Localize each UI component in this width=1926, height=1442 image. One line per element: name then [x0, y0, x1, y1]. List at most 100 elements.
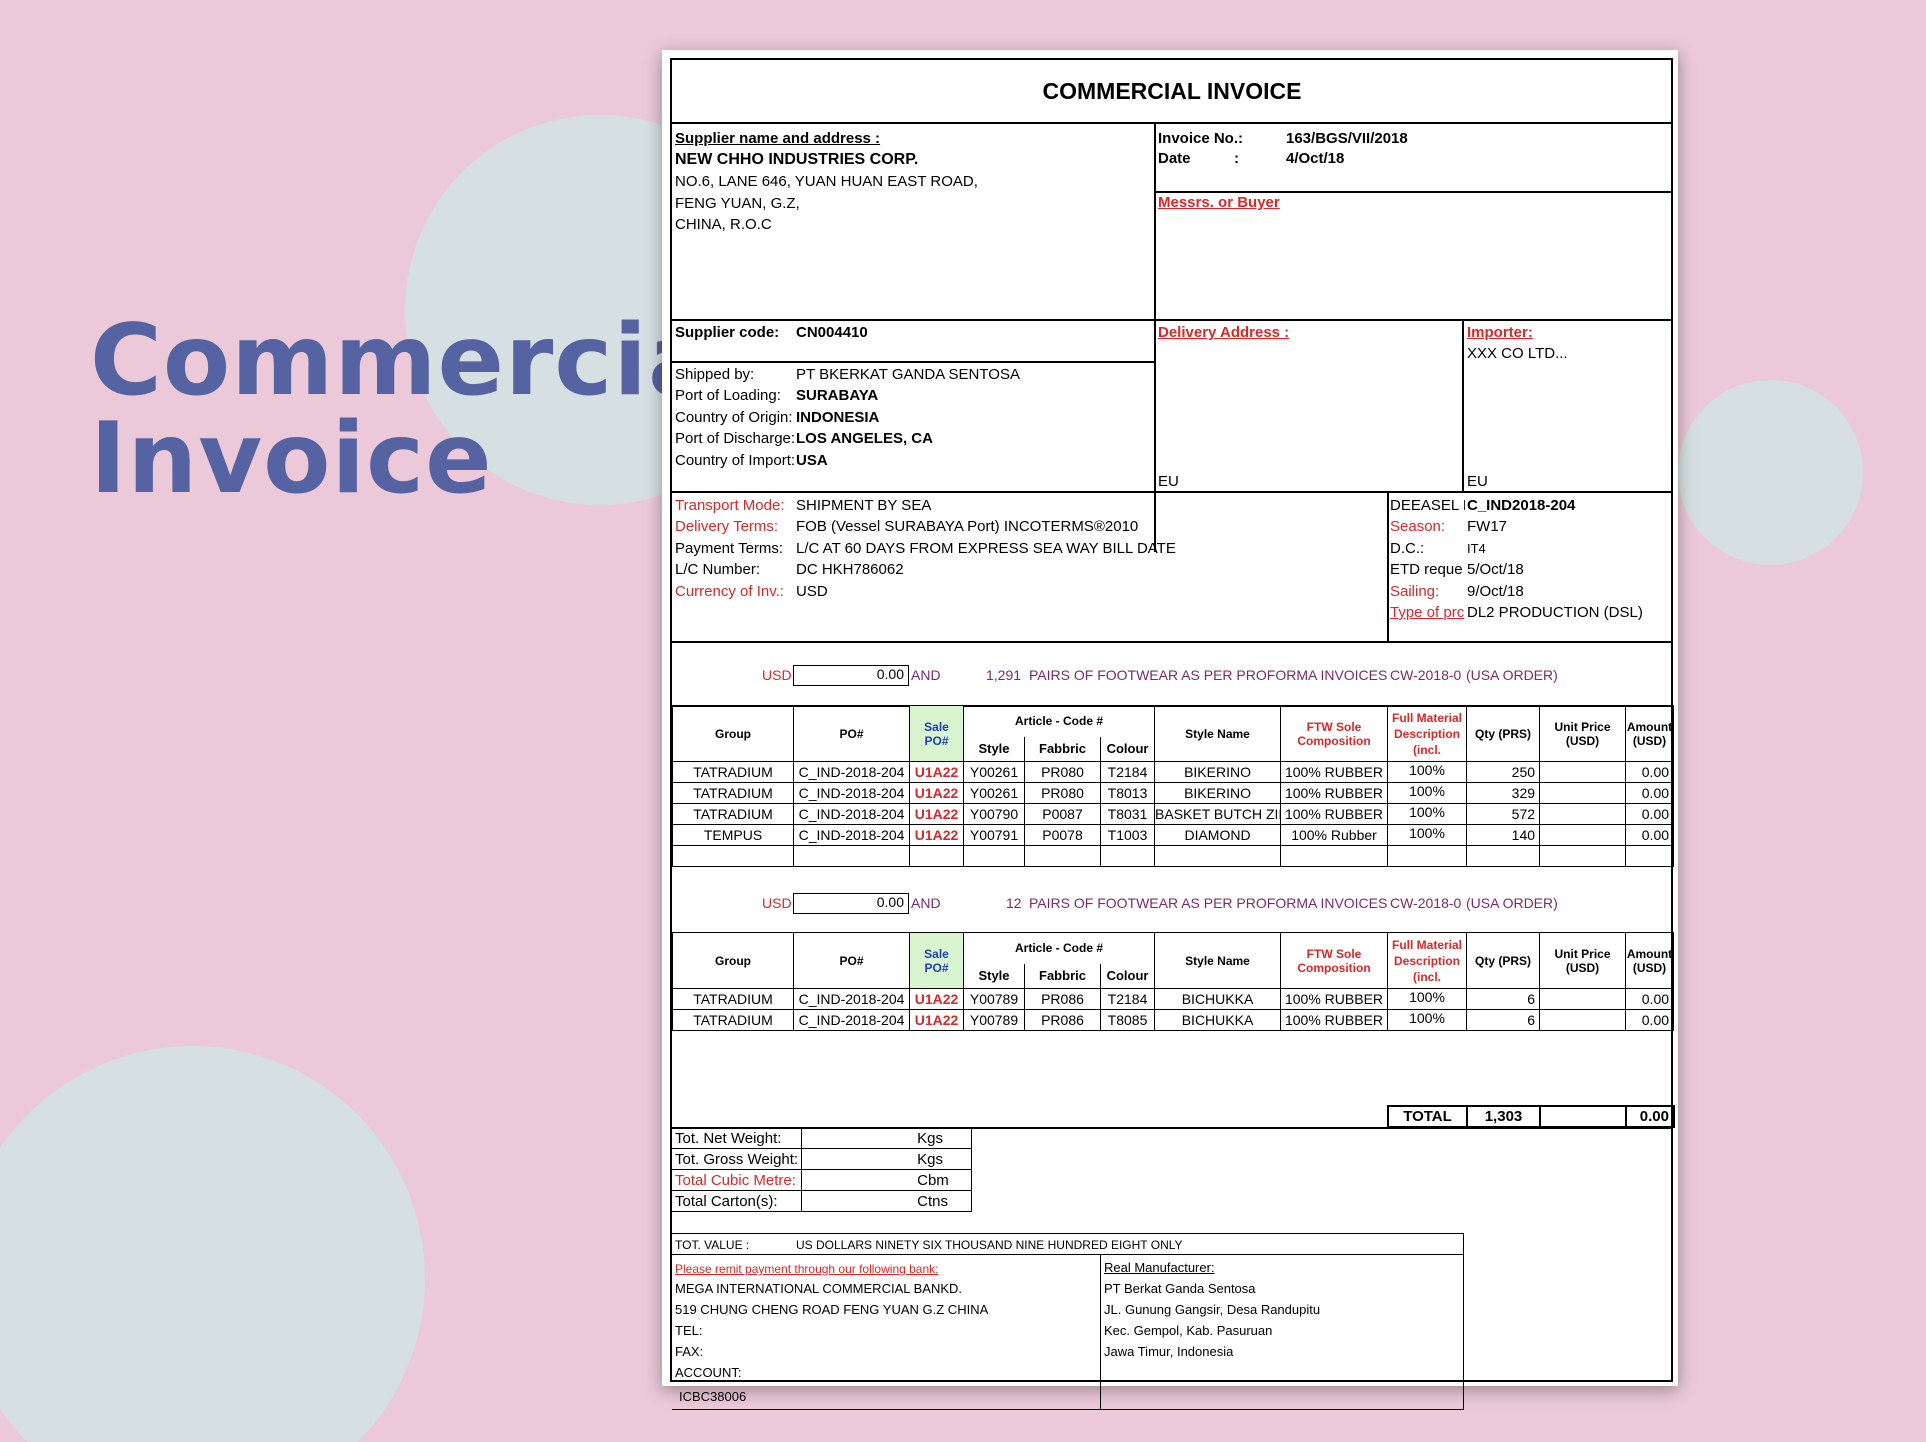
cell-po: C_IND-2018-204	[793, 824, 910, 846]
cell-unit-price	[1539, 988, 1627, 1010]
header-po: PO#	[793, 932, 910, 989]
cell-empty	[1154, 845, 1282, 867]
cell-qty: 6	[1466, 988, 1541, 1010]
cell-po: C_IND-2018-204	[793, 1009, 910, 1031]
buyer-label: Messrs. or Buyer	[1158, 194, 1280, 211]
header-amount: Amount (USD)	[1625, 932, 1675, 989]
cell-sole: 100% RUBBER	[1280, 761, 1389, 783]
weight-label: Tot. Net Weight:	[672, 1127, 803, 1149]
invoice-date: 4/Oct/18	[1286, 150, 1345, 167]
date-colon: :	[1234, 150, 1239, 167]
divider	[672, 361, 1154, 363]
table-row: TATRADIUM C_IND-2018-204 U1A22 Y00790 P0087 T…	[672, 803, 1675, 825]
divider	[672, 122, 1672, 124]
importer-label: Importer:	[1467, 324, 1533, 341]
cell-style-name: BIKERINO	[1154, 782, 1282, 804]
header-article-code: Article - Code #	[962, 932, 1156, 964]
table-row: TEMPUS C_IND-2018-204 U1A22 Y00791 P0078 T100…	[672, 824, 1675, 846]
manufacturer-name: PT Berkat Ganda Sentosa	[1104, 1281, 1256, 1296]
bank-manufacturer-box	[672, 1255, 1464, 1410]
table-row: TATRADIUM C_IND-2018-204 U1A22 Y00261 PR080 T…	[672, 782, 1675, 804]
cell-sale-po: U1A22	[909, 824, 964, 846]
cell-empty	[1280, 845, 1389, 867]
sailing-value: 9/Oct/18	[1467, 583, 1524, 600]
manufacturer-address-1: JL. Gunung Gangsir, Desa Randupitu	[1104, 1302, 1321, 1317]
cell-style: Y00261	[963, 761, 1025, 783]
cell-fabric: PR086	[1024, 988, 1101, 1010]
divider	[1154, 122, 1156, 552]
cell-qty: 6	[1466, 1009, 1541, 1031]
currency: USD	[796, 583, 828, 600]
divider	[672, 641, 1672, 643]
supplier-code-label: Supplier code:	[675, 324, 780, 341]
cell-colour: T2184	[1099, 988, 1156, 1010]
cell-material: 100%	[1387, 1009, 1468, 1031]
cell-group: TATRADIUM	[672, 782, 794, 804]
lc-number-label: L/C Number:	[675, 561, 761, 578]
cell-empty	[909, 845, 964, 867]
dc-label: D.C.:	[1390, 540, 1425, 557]
weight-unit: Ctns	[801, 1190, 973, 1212]
country-of-origin: INDONESIA	[796, 409, 880, 426]
cell-empty	[793, 845, 910, 867]
header-unit-price: Unit Price (USD)	[1539, 705, 1627, 762]
cell-style: Y00790	[963, 803, 1025, 825]
cell-style: Y00789	[963, 988, 1025, 1010]
section1-and: AND	[911, 667, 941, 683]
cell-sale-po: U1A22	[909, 782, 964, 804]
cell-po: C_IND-2018-204	[793, 988, 910, 1010]
bank-address: 519 CHUNG CHENG ROAD FENG YUAN G.Z CHINA	[675, 1302, 989, 1317]
cell-style-name: BIKERINO	[1154, 761, 1282, 783]
total-value: US DOLLARS NINETY SIX THOUSAND NINE HUND…	[796, 1238, 1183, 1252]
header-style-name: Style Name	[1154, 705, 1282, 762]
divider	[1387, 491, 1389, 641]
items-table-1-body: TATRADIUM C_IND-2018-204 U1A22 Y00261 PR080 T…	[672, 761, 1675, 867]
supplier-code: CN004410	[796, 324, 868, 341]
header-po: PO#	[793, 705, 910, 762]
cell-group: TATRADIUM	[672, 803, 794, 825]
country-of-import: USA	[796, 452, 828, 469]
weight-row: Tot. Gross Weight: Kgs	[672, 1148, 973, 1170]
decor-circle-bottom	[0, 1046, 425, 1442]
lc-number: DC HKH786062	[796, 561, 904, 578]
cell-unit-price	[1539, 824, 1627, 846]
header-ftw-sole: FTW Sole Composition	[1280, 932, 1389, 989]
total-amount: 0.00	[1625, 1105, 1675, 1128]
cell-sole: 100% RUBBER	[1280, 803, 1389, 825]
invoice-title: COMMERCIAL INVOICE	[1042, 78, 1302, 104]
cell-colour: T8085	[1099, 1009, 1156, 1031]
header-amount: Amount (USD)	[1625, 705, 1675, 762]
cell-colour: T8031	[1099, 803, 1156, 825]
header-sale-po: Sale PO#	[909, 705, 964, 762]
cell-qty: 140	[1466, 824, 1541, 846]
shipped-by-label: Shipped by:	[675, 366, 755, 383]
total-label: TOTAL	[1387, 1105, 1468, 1128]
cell-qty: 329	[1466, 782, 1541, 804]
bank-account-label: ACCOUNT:	[675, 1365, 742, 1380]
season-value: FW17	[1467, 518, 1508, 535]
total-row: TOTAL 1,303 0.00	[1387, 1105, 1675, 1128]
delivery-terms-label: Delivery Terms:	[675, 518, 779, 535]
production-type-label: Type of prc	[1390, 604, 1465, 621]
cell-sole: 100% RUBBER	[1280, 988, 1389, 1010]
total-unit-price	[1539, 1105, 1627, 1128]
table-row: TATRADIUM C_IND-2018-204 U1A22 Y00789 PR086 T…	[672, 988, 1675, 1010]
invoice-frame: COMMERCIAL INVOICE Supplier name and add…	[670, 58, 1675, 1410]
section1-order: (USA ORDER)	[1466, 667, 1558, 683]
port-of-discharge-label: Port of Discharge:	[675, 430, 796, 447]
cell-style-name: BASKET BUTCH ZIP	[1154, 803, 1282, 825]
section2-description: PAIRS OF FOOTWEAR AS PER PROFORMA INVOIC…	[1029, 895, 1388, 911]
cell-sole: 100% Rubber	[1280, 824, 1389, 846]
cell-group: TATRADIUM	[672, 988, 794, 1010]
weight-unit: Kgs	[801, 1148, 973, 1170]
cell-material: 100%	[1387, 988, 1468, 1010]
bank-tel: TEL:	[675, 1323, 703, 1338]
weight-row: Total Carton(s): Ctns	[672, 1190, 973, 1212]
cell-colour: T1003	[1099, 824, 1156, 846]
manufacturer-address-3: Jawa Timur, Indonesia	[1104, 1344, 1234, 1359]
divider	[1154, 191, 1672, 193]
supplier-address-3: CHINA, R.O.C	[675, 216, 772, 233]
cell-unit-price	[1539, 1009, 1627, 1031]
cell-sole: 100% RUBBER	[1280, 782, 1389, 804]
table-row: TATRADIUM C_IND-2018-204 U1A22 Y00789 PR086 T…	[672, 1009, 1675, 1031]
